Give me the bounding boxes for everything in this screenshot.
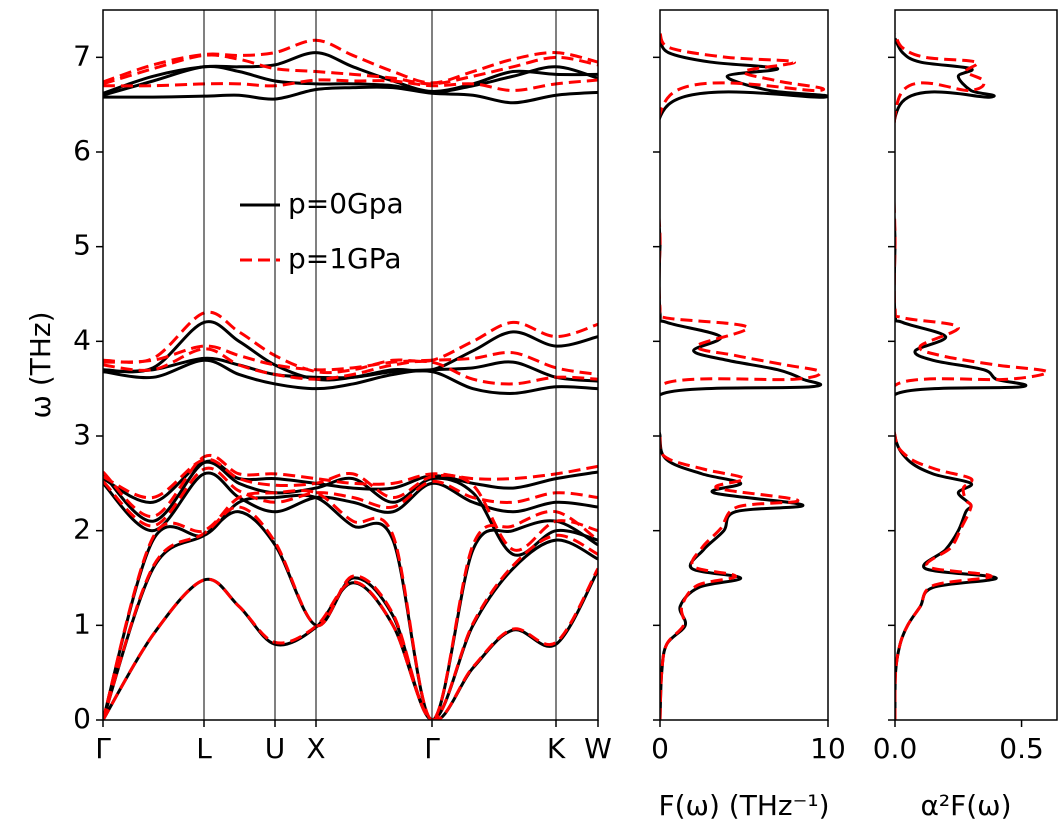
panel [660, 32, 828, 720]
legend-label: p=1GPa [288, 242, 402, 275]
x-tick-label: Γ [424, 732, 440, 765]
x-tick-label: U [265, 732, 286, 765]
band-line [103, 489, 598, 720]
band-line [103, 466, 598, 528]
band-line [103, 569, 598, 720]
band-line [103, 459, 598, 523]
panel [895, 32, 1049, 720]
panel [103, 38, 598, 720]
band-line [103, 320, 598, 382]
x-tick-label: 0 [651, 732, 669, 765]
axes-frame [894, 9, 1058, 721]
x-tick-label: 10 [810, 732, 846, 765]
band-line [103, 53, 598, 86]
axes-frame [659, 9, 829, 721]
band-line [103, 510, 598, 720]
x-tick-label: L [196, 732, 212, 765]
dos-line [660, 37, 828, 720]
y-tick-label: 5 [73, 229, 91, 262]
dos-line [660, 32, 825, 720]
y-tick-label: 7 [73, 39, 91, 72]
band-line [103, 471, 598, 533]
band-line [103, 567, 598, 720]
y-tick-label: 1 [73, 607, 91, 640]
band-line [103, 505, 598, 720]
x-tick-label: X [306, 732, 325, 765]
y-axis-label: ω (THz) [24, 311, 57, 418]
y-tick-label: 0 [73, 702, 91, 735]
y-tick-label: 2 [73, 513, 91, 546]
x-tick-label: Γ [95, 732, 111, 765]
x-axis-label: α²F(ω) [920, 789, 1011, 822]
x-tick-label: 0.5 [999, 732, 1044, 765]
band-line [103, 493, 598, 720]
legend-label: p=0Gpa [288, 187, 404, 220]
x-tick-label: 0.0 [873, 732, 918, 765]
band-line [103, 38, 598, 85]
dos-line [895, 32, 1049, 720]
band-line [103, 347, 598, 386]
x-tick-label: W [584, 732, 612, 765]
y-tick-label: 6 [73, 134, 91, 167]
y-tick-label: 4 [73, 323, 91, 356]
y-tick-label: 3 [73, 418, 91, 451]
x-axis-label: F(ω) (THz⁻¹) [658, 789, 829, 822]
axes-frame [102, 9, 599, 721]
band-line [103, 344, 598, 376]
x-tick-label: K [547, 732, 566, 765]
dos-line [895, 37, 1027, 720]
